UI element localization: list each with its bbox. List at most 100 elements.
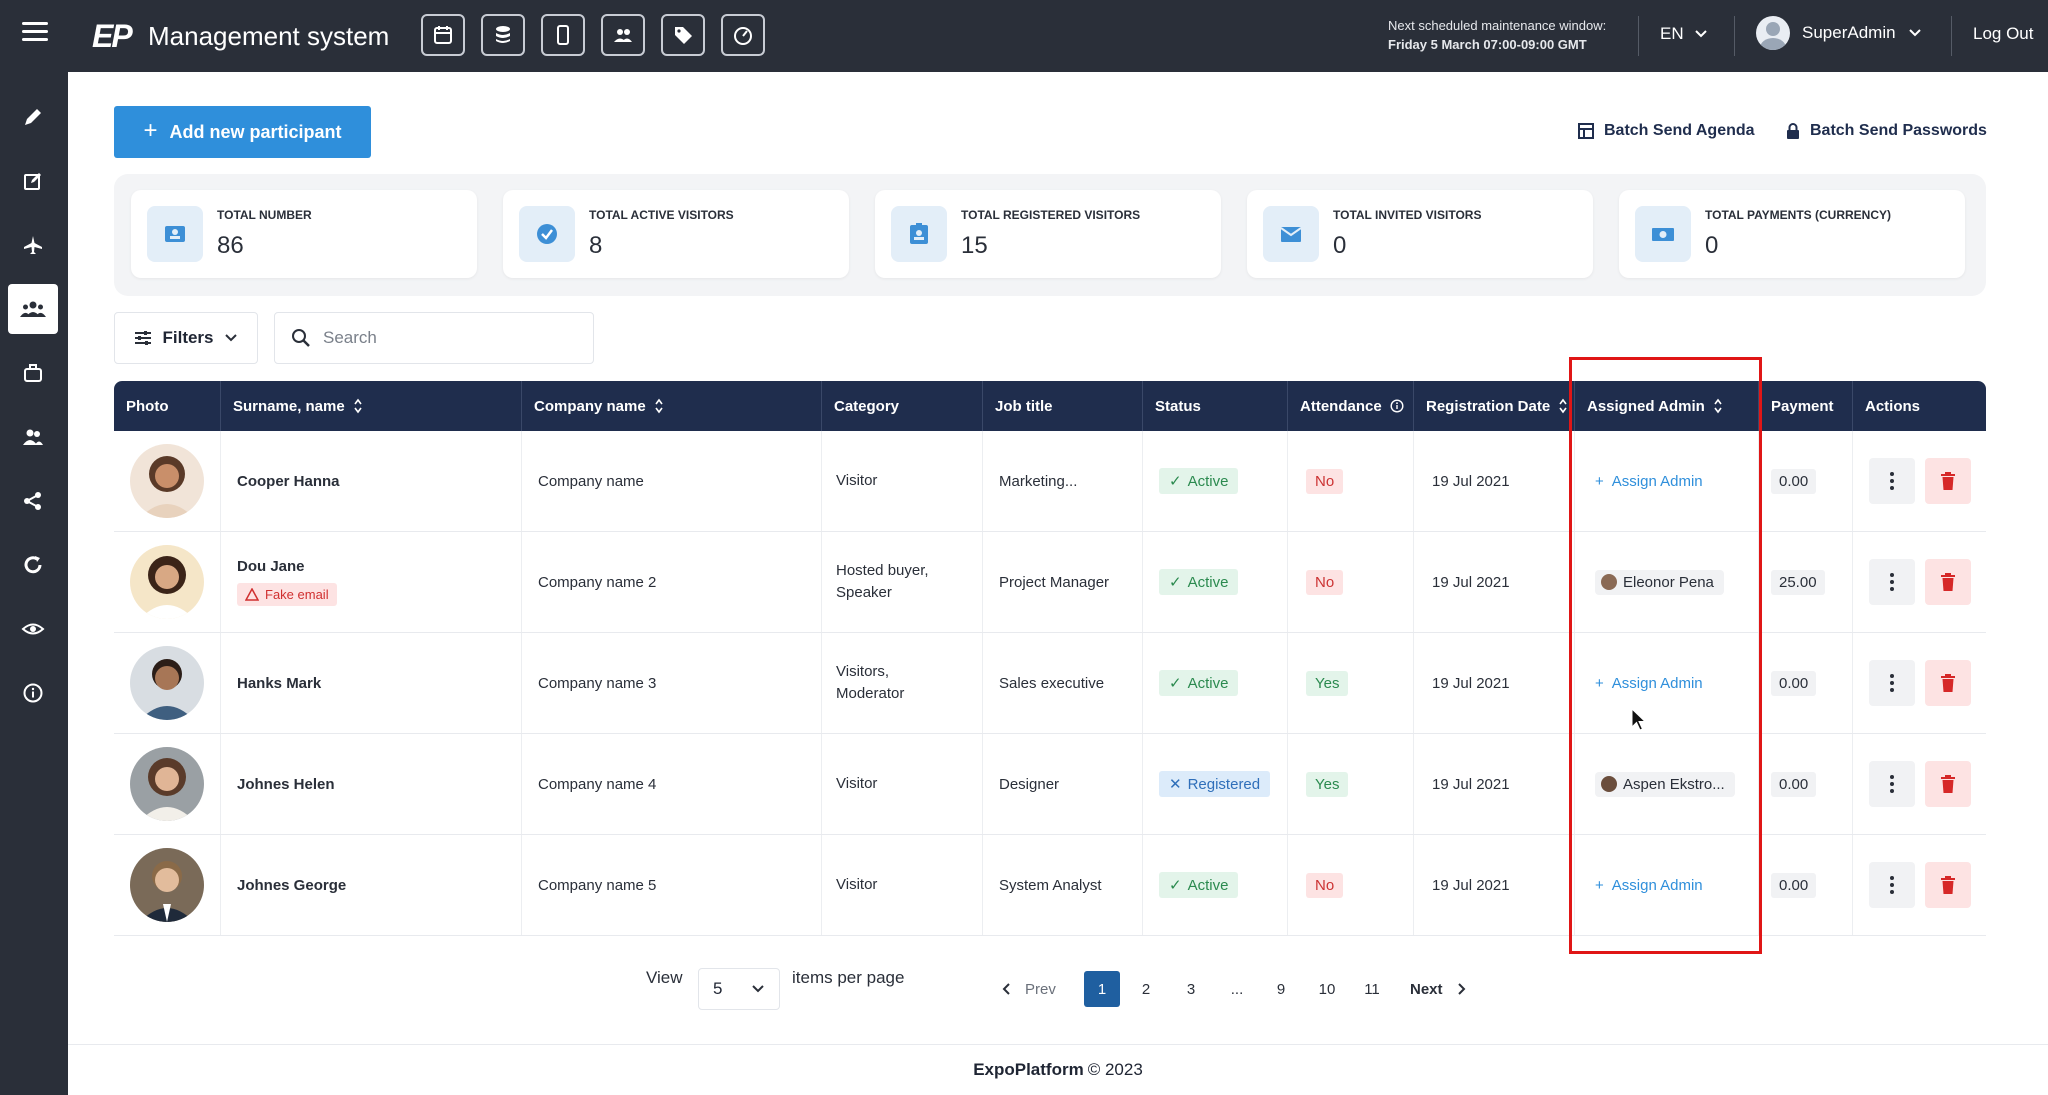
column-header-name[interactable]: Surname, name bbox=[221, 381, 522, 431]
kebab-icon bbox=[1890, 775, 1894, 793]
sort-icon bbox=[1714, 398, 1722, 414]
filters-button[interactable]: Filters bbox=[114, 312, 258, 364]
sort-icon bbox=[655, 398, 663, 414]
delete-button[interactable] bbox=[1925, 559, 1971, 605]
more-actions-button[interactable] bbox=[1869, 559, 1915, 605]
payment-cell: 0.00 bbox=[1759, 734, 1853, 834]
page-button-10[interactable]: 10 bbox=[1318, 980, 1336, 998]
sidebar-item-edit[interactable] bbox=[8, 156, 58, 206]
tag-icon[interactable] bbox=[661, 14, 705, 56]
stats-panel: TOTAL NUMBER 86 TOTAL ACTIVE VISITORS 8 … bbox=[114, 174, 1986, 296]
more-actions-button[interactable] bbox=[1869, 862, 1915, 908]
assign-admin-button[interactable]: + Assign Admin bbox=[1595, 674, 1703, 692]
add-participant-button[interactable]: + Add new participant bbox=[114, 106, 371, 158]
category-cell: Visitors, Moderator bbox=[822, 633, 983, 733]
footer-copyright: © 2023 bbox=[1087, 1060, 1143, 1079]
more-actions-button[interactable] bbox=[1869, 458, 1915, 504]
table-row: Johnes Helen Company name 4 Visitor Desi… bbox=[114, 734, 1986, 835]
payment-value: 0.00 bbox=[1771, 872, 1817, 898]
language-select[interactable]: EN bbox=[1660, 24, 1708, 44]
next-page-button[interactable]: Next bbox=[1410, 971, 1466, 1007]
database-icon[interactable] bbox=[481, 14, 525, 56]
column-header-registration-date[interactable]: Registration Date bbox=[1414, 381, 1575, 431]
name-cell: Hanks Mark bbox=[221, 633, 522, 733]
sidebar-item-share[interactable] bbox=[8, 476, 58, 526]
participant-name[interactable]: Hanks Mark bbox=[237, 674, 322, 692]
view-label: View bbox=[646, 968, 683, 987]
mobile-icon[interactable] bbox=[541, 14, 585, 56]
page-button-9[interactable]: 9 bbox=[1276, 980, 1286, 998]
sidebar-item-pencil[interactable] bbox=[8, 92, 58, 142]
sidebar bbox=[0, 72, 68, 1095]
page-button-3[interactable]: 3 bbox=[1186, 980, 1196, 998]
status-badge: ✓ Active bbox=[1159, 569, 1239, 595]
actions-cell bbox=[1853, 835, 1986, 935]
page-button-2[interactable]: 2 bbox=[1141, 980, 1151, 998]
search-input[interactable] bbox=[323, 328, 573, 348]
participant-name[interactable]: Johnes Helen bbox=[237, 775, 335, 793]
registration-date-cell: 19 Jul 2021 bbox=[1414, 532, 1575, 632]
sort-icon bbox=[354, 398, 362, 414]
column-header-company[interactable]: Company name bbox=[522, 381, 822, 431]
items-per-page-select[interactable]: 5 bbox=[698, 968, 780, 1010]
payment-value: 25.00 bbox=[1771, 569, 1825, 595]
attendance-badge: Yes bbox=[1306, 670, 1349, 696]
sidebar-item-travel[interactable] bbox=[8, 220, 58, 270]
assigned-admin-cell: Eleonor Pena bbox=[1575, 532, 1759, 632]
hamburger-menu-icon[interactable] bbox=[22, 22, 48, 44]
user-menu[interactable]: SuperAdmin bbox=[1756, 16, 1922, 50]
speedometer-icon[interactable] bbox=[721, 14, 765, 56]
calendar-icon[interactable] bbox=[421, 14, 465, 56]
mouse-cursor-icon bbox=[1631, 708, 1647, 731]
delete-button[interactable] bbox=[1925, 761, 1971, 807]
divider bbox=[1638, 16, 1639, 56]
check-icon: ✓ bbox=[1169, 473, 1182, 490]
kebab-icon bbox=[1890, 674, 1894, 692]
assigned-admin-chip[interactable]: Eleonor Pena bbox=[1595, 569, 1724, 595]
sidebar-item-people[interactable] bbox=[8, 412, 58, 462]
assign-admin-button[interactable]: + Assign Admin bbox=[1595, 876, 1703, 894]
delete-button[interactable] bbox=[1925, 660, 1971, 706]
registration-date-cell: 19 Jul 2021 bbox=[1414, 633, 1575, 733]
batch-send-passwords-button[interactable]: Batch Send Passwords bbox=[1786, 122, 1987, 140]
more-actions-button[interactable] bbox=[1869, 761, 1915, 807]
assign-admin-button[interactable]: + Assign Admin bbox=[1595, 472, 1703, 490]
status-cell: ✓ Active bbox=[1143, 633, 1288, 733]
status-cell: ✓ Active bbox=[1143, 835, 1288, 935]
pencil-icon bbox=[25, 109, 41, 125]
users-icon[interactable] bbox=[601, 14, 645, 56]
avatar bbox=[130, 444, 204, 518]
prev-page-button[interactable]: Prev bbox=[1002, 971, 1056, 1007]
delete-button[interactable] bbox=[1925, 458, 1971, 504]
column-header-attendance: Attendance bbox=[1288, 381, 1414, 431]
edit-icon bbox=[24, 173, 41, 190]
badge-icon bbox=[891, 206, 947, 262]
actions-cell bbox=[1853, 734, 1986, 834]
delete-button[interactable] bbox=[1925, 862, 1971, 908]
status-badge: ✓ Active bbox=[1159, 670, 1239, 696]
sidebar-item-exhibitors[interactable] bbox=[8, 348, 58, 398]
job-title-cell: System Analyst bbox=[983, 835, 1143, 935]
logout-link[interactable]: Log Out bbox=[1973, 24, 2034, 43]
briefcase-icon bbox=[24, 364, 42, 382]
category-cell: Hosted buyer, Speaker bbox=[822, 532, 983, 632]
assigned-admin-chip[interactable]: Aspen Ekstro... bbox=[1595, 771, 1735, 797]
maintenance-line-2: Friday 5 March 07:00-09:00 GMT bbox=[1388, 37, 1587, 52]
participant-name[interactable]: Dou Jane bbox=[237, 558, 305, 575]
page-button-1[interactable]: 1 bbox=[1084, 971, 1120, 1007]
page-button-11[interactable]: 11 bbox=[1364, 980, 1380, 998]
sidebar-item-preview[interactable] bbox=[8, 604, 58, 654]
stat-value: 0 bbox=[1333, 232, 1347, 259]
sidebar-item-info[interactable] bbox=[8, 668, 58, 718]
logo: EP bbox=[92, 18, 133, 54]
user-name: SuperAdmin bbox=[1802, 23, 1896, 42]
participant-name[interactable]: Johnes George bbox=[237, 876, 347, 894]
batch-send-agenda-button[interactable]: Batch Send Agenda bbox=[1578, 122, 1755, 140]
column-header-assigned-admin[interactable]: Assigned Admin bbox=[1575, 381, 1759, 431]
participant-name[interactable]: Cooper Hanna bbox=[237, 472, 340, 490]
more-actions-button[interactable] bbox=[1869, 660, 1915, 706]
sidebar-item-refresh[interactable] bbox=[8, 540, 58, 590]
name-cell: Cooper Hanna bbox=[221, 431, 522, 531]
sidebar-item-participants[interactable] bbox=[8, 284, 58, 334]
avatar bbox=[1756, 16, 1790, 50]
